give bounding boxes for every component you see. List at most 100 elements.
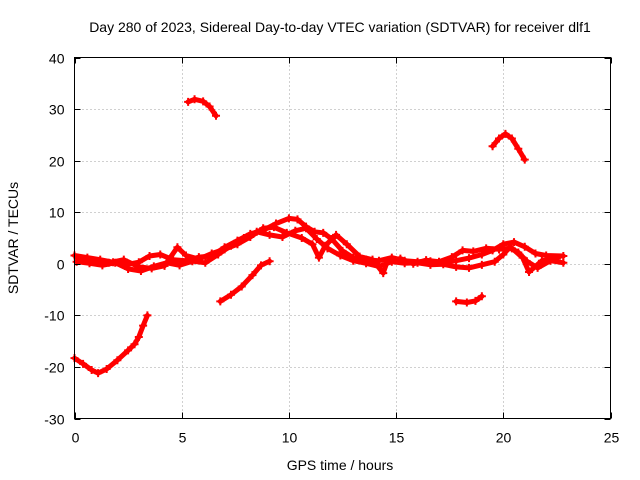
data-point [312, 235, 321, 244]
data-point [87, 366, 96, 375]
data-point [495, 245, 504, 254]
data-point [79, 359, 88, 368]
data-point [89, 257, 98, 266]
data-point [332, 230, 341, 239]
data-point [134, 262, 143, 271]
data-series [70, 95, 568, 378]
data-point [220, 245, 229, 254]
data-point [199, 97, 208, 106]
axis-ticks: 0 5 10 15 20 25 -30 -20 -10 0 10 20 30 40 [44, 51, 619, 446]
y-tick-label: -10 [44, 308, 64, 324]
data-point [124, 346, 133, 355]
data-point [336, 251, 345, 260]
y-tick-label: -30 [44, 412, 64, 428]
x-tick-label: 0 [72, 430, 80, 446]
series-line [453, 293, 485, 305]
data-point [145, 252, 154, 261]
data-point [113, 356, 122, 365]
data-point [308, 240, 317, 249]
y-tick-label: 0 [57, 257, 65, 273]
data-point [259, 224, 268, 233]
data-point [514, 144, 523, 153]
data-point [227, 290, 236, 299]
y-tick-label: 10 [49, 205, 65, 221]
data-point [477, 292, 486, 301]
data-point [181, 251, 190, 260]
data-point [233, 240, 242, 249]
data-point [342, 240, 351, 249]
data-point [293, 215, 302, 224]
data-point [124, 264, 133, 273]
data-point [143, 311, 152, 320]
y-tick-label: -20 [44, 360, 64, 376]
data-point [452, 297, 461, 306]
data-point [501, 129, 510, 138]
x-tick-label: 20 [496, 430, 512, 446]
data-point [212, 111, 221, 120]
x-tick-label: 15 [389, 430, 405, 446]
data-point [278, 232, 287, 241]
chart-title: Day 280 of 2023, Sidereal Day-to-day VTE… [89, 19, 591, 35]
data-point [175, 261, 184, 270]
data-point [207, 249, 216, 258]
data-point [134, 333, 143, 342]
data-point [518, 253, 527, 262]
data-point [130, 340, 139, 349]
series-arc-b [184, 95, 221, 120]
data-point [321, 241, 330, 250]
data-point [495, 134, 504, 143]
data-point [434, 257, 443, 266]
data-point [482, 244, 491, 253]
data-point [147, 264, 156, 273]
data-point [422, 256, 431, 265]
data-point [160, 261, 169, 270]
data-point [379, 269, 388, 278]
y-axis-label: SDTVAR / TECUs [5, 182, 21, 294]
x-axis-label: GPS time / hours [287, 457, 394, 473]
data-point [246, 232, 255, 241]
data-point [477, 260, 486, 269]
data-point [355, 252, 364, 261]
data-point [559, 258, 568, 267]
data-point [284, 214, 293, 223]
data-point [237, 282, 246, 291]
data-point [74, 254, 83, 263]
data-point [201, 258, 210, 267]
data-point [499, 250, 508, 259]
y-tick-label: 40 [49, 51, 65, 67]
plot-frame [74, 57, 611, 419]
data-point [447, 253, 456, 262]
series-arc-a [70, 311, 152, 378]
data-point [184, 97, 193, 106]
data-point [119, 255, 128, 264]
data-point [190, 95, 199, 104]
data-point [156, 250, 165, 259]
series-line [490, 131, 528, 163]
data-point [488, 142, 497, 151]
data-point [194, 255, 203, 264]
data-point [559, 252, 568, 261]
data-point [458, 246, 467, 255]
data-point [507, 244, 516, 253]
series-arc-h [74, 223, 561, 278]
data-point [94, 369, 103, 378]
data-point [314, 253, 323, 262]
data-point [507, 134, 516, 143]
series-arc-e [452, 292, 486, 307]
data-point [462, 298, 471, 307]
data-point [338, 246, 347, 255]
grid-lines [74, 57, 611, 419]
data-point [490, 257, 499, 266]
data-point [205, 102, 214, 111]
y-tick-label: 30 [49, 102, 65, 118]
data-point [520, 155, 529, 164]
data-point [452, 262, 461, 271]
data-point [469, 247, 478, 256]
data-point [302, 224, 311, 233]
data-point [383, 256, 392, 265]
data-point [216, 297, 225, 306]
data-point [510, 238, 519, 247]
data-point [471, 296, 480, 305]
data-point [265, 257, 274, 266]
